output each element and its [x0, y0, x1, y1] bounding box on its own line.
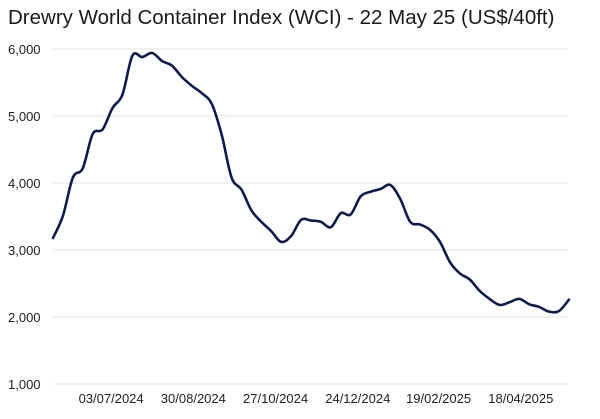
- y-tick-label: 2,000: [8, 310, 41, 325]
- y-tick-label: 1,000: [8, 377, 41, 392]
- y-tick-label: 3,000: [8, 243, 41, 258]
- x-tick-label: 24/12/2024: [325, 391, 390, 406]
- y-tick-label: 6,000: [8, 42, 41, 57]
- x-tick-label: 19/02/2025: [406, 391, 471, 406]
- x-tick-label: 18/04/2025: [488, 391, 553, 406]
- chart-title: Drewry World Container Index (WCI) - 22 …: [8, 6, 555, 29]
- x-tick-label: 27/10/2024: [243, 391, 308, 406]
- y-tick-label: 4,000: [8, 176, 41, 191]
- x-tick-label: 03/07/2024: [79, 391, 144, 406]
- series-line: [51, 51, 571, 314]
- x-tick-label: 30/08/2024: [161, 391, 226, 406]
- y-tick-label: 5,000: [8, 109, 41, 124]
